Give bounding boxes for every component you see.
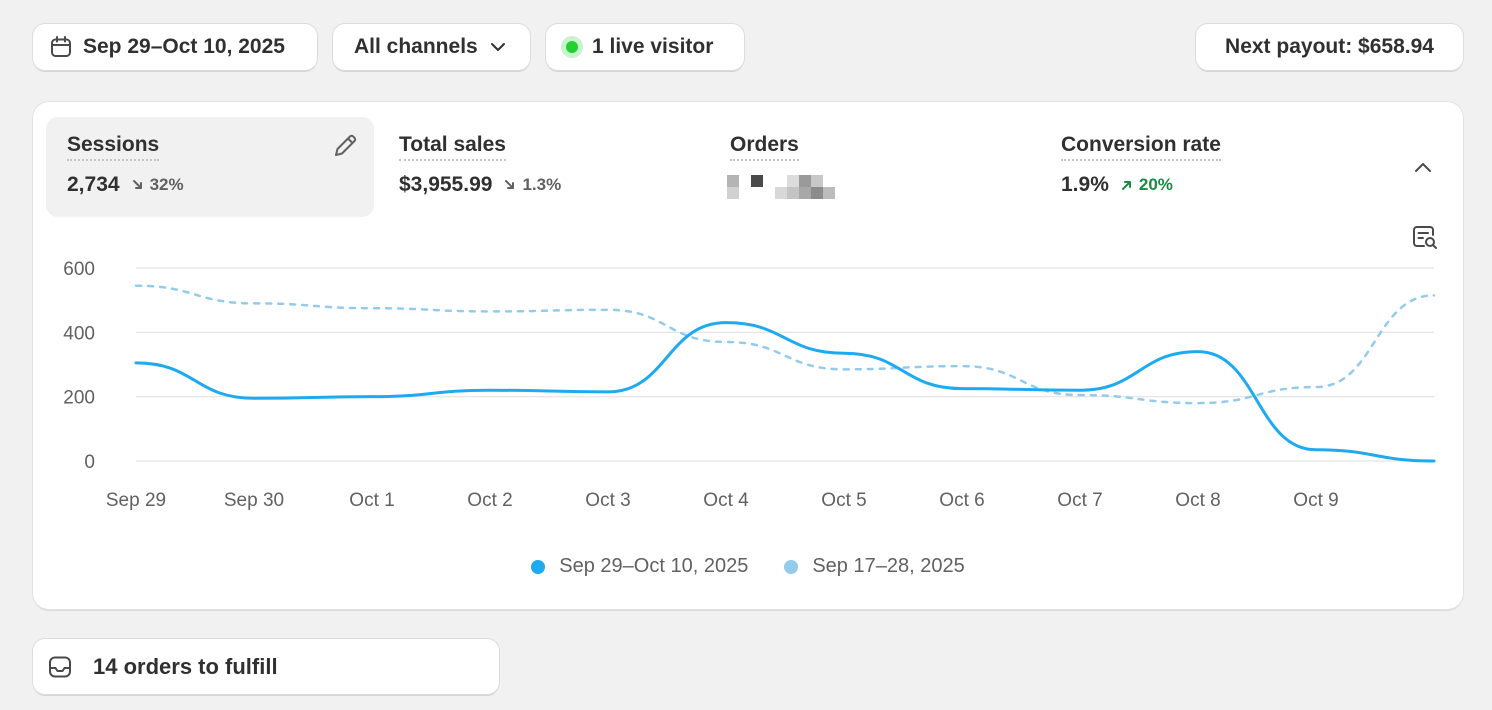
x-tick-label: Oct 9: [1293, 490, 1338, 511]
channels-dropdown[interactable]: All channels: [333, 24, 530, 70]
metric-sessions[interactable]: Sessions 2,734 32%: [46, 117, 374, 217]
metric-delta-value: 32%: [149, 175, 184, 194]
y-tick-label: 600: [63, 259, 95, 280]
metric-delta-value: 20%: [1138, 175, 1173, 194]
metric-title: Conversion rate: [1061, 133, 1221, 161]
metric-value: $3,955.99: [399, 173, 493, 196]
legend-item-previous[interactable]: Sep 17–28, 2025: [784, 555, 965, 578]
y-tick-label: 0: [84, 452, 95, 473]
x-tick-label: Oct 5: [821, 490, 866, 511]
pencil-icon[interactable]: [332, 133, 358, 159]
y-tick-label: 400: [63, 323, 95, 344]
arrow-up-right-icon: [1121, 181, 1131, 190]
calendar-icon: [51, 36, 71, 57]
x-tick-label: Sep 29: [106, 490, 166, 511]
metric-title: Orders: [730, 133, 799, 161]
legend-dot-icon: [531, 559, 546, 574]
x-tick-label: Oct 6: [939, 490, 984, 511]
arrow-down-right-icon: [132, 180, 142, 189]
metric-title: Sessions: [67, 133, 160, 161]
live-visitor-label: 1 live visitor: [592, 35, 714, 58]
inbox-icon: [49, 656, 71, 677]
series-line-previous: [134, 284, 1436, 405]
metric-delta-value: 1.3%: [522, 175, 562, 194]
series-line-current: [134, 321, 1436, 463]
date-range-label: Sep 29–Oct 10, 2025: [83, 35, 285, 58]
x-tick-label: Oct 4: [703, 490, 749, 511]
sessions-line-chart: 0 200 400 600 Sep 29 Sep 30 Oct 1 Oct 2 Oct 3 Oct…: [63, 259, 1436, 511]
metric-value: 1.9%: [1061, 173, 1109, 196]
metric-title: Total sales: [399, 133, 506, 161]
date-range-button[interactable]: Sep 29–Oct 10, 2025: [33, 24, 317, 70]
metric-conversion-rate[interactable]: Conversion rate 1.9% 20%: [1040, 117, 1360, 217]
x-tick-label: Sep 30: [224, 490, 284, 511]
channels-label: All channels: [354, 35, 478, 58]
next-payout-label: Next payout: $658.94: [1225, 35, 1434, 58]
orders-to-fulfill-label: 14 orders to fulfill: [93, 653, 278, 679]
y-tick-label: 200: [63, 388, 95, 409]
live-indicator-icon: [566, 41, 578, 53]
next-payout-button[interactable]: Next payout: $658.94: [1196, 24, 1463, 70]
metric-orders[interactable]: Orders: [709, 117, 1029, 217]
chevron-up-icon[interactable]: [1412, 157, 1434, 179]
x-tick-label: Oct 3: [585, 490, 630, 511]
live-visitor-button[interactable]: 1 live visitor: [546, 24, 744, 70]
metric-delta: 1.3%: [504, 175, 561, 195]
chevron-down-icon: [490, 43, 505, 51]
orders-to-fulfill-button[interactable]: 14 orders to fulfill: [33, 639, 499, 694]
redacted-value-image: [727, 175, 835, 199]
analytics-card: Sessions 2,734 32% Total sales $3,955.99…: [33, 102, 1463, 609]
chart-legend: Sep 29–Oct 10, 2025 Sep 17–28, 2025: [33, 555, 1463, 578]
x-tick-label: Oct 1: [349, 490, 394, 511]
legend-item-current[interactable]: Sep 29–Oct 10, 2025: [531, 555, 748, 578]
x-tick-label: Oct 2: [467, 490, 512, 511]
legend-dot-icon: [784, 559, 799, 574]
arrow-down-right-icon: [505, 180, 515, 189]
x-tick-label: Oct 7: [1057, 490, 1102, 511]
metric-delta: 20%: [1121, 175, 1173, 195]
x-tick-label: Oct 8: [1175, 490, 1220, 511]
legend-label: Sep 29–Oct 10, 2025: [559, 555, 749, 577]
metric-delta: 32%: [132, 175, 184, 195]
chart-search-icon[interactable]: [1411, 224, 1439, 252]
metric-total-sales[interactable]: Total sales $3,955.99 1.3%: [378, 117, 698, 217]
metric-value: 2,734: [67, 173, 120, 196]
legend-label: Sep 17–28, 2025: [812, 555, 965, 577]
